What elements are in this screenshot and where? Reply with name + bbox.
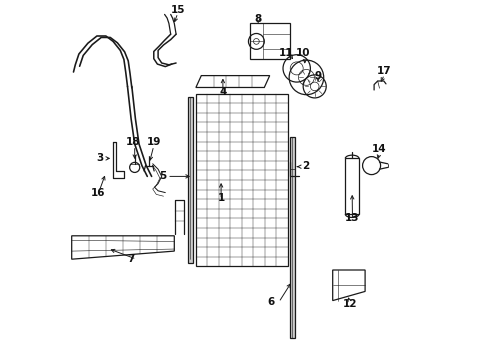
Text: 9: 9 — [314, 71, 321, 81]
Bar — [345, 158, 358, 214]
Text: 6: 6 — [267, 297, 275, 307]
Text: 19: 19 — [146, 137, 161, 147]
Text: 8: 8 — [254, 14, 261, 24]
Text: 4: 4 — [219, 87, 226, 97]
Bar — [196, 94, 287, 266]
Text: 13: 13 — [345, 213, 359, 223]
Text: 12: 12 — [342, 299, 357, 309]
Text: 3: 3 — [96, 153, 103, 163]
Text: 18: 18 — [125, 137, 140, 147]
Text: 10: 10 — [295, 48, 309, 58]
Bar — [187, 97, 193, 263]
Text: 14: 14 — [371, 144, 386, 154]
Text: 15: 15 — [170, 5, 185, 15]
Bar — [289, 137, 294, 338]
Bar — [249, 23, 289, 59]
Text: 11: 11 — [278, 48, 292, 58]
Text: 5: 5 — [159, 171, 166, 181]
Text: 17: 17 — [376, 66, 391, 76]
Text: 7: 7 — [127, 254, 135, 264]
Text: 1: 1 — [217, 193, 224, 203]
Text: 16: 16 — [90, 188, 104, 198]
Text: 2: 2 — [302, 161, 309, 171]
